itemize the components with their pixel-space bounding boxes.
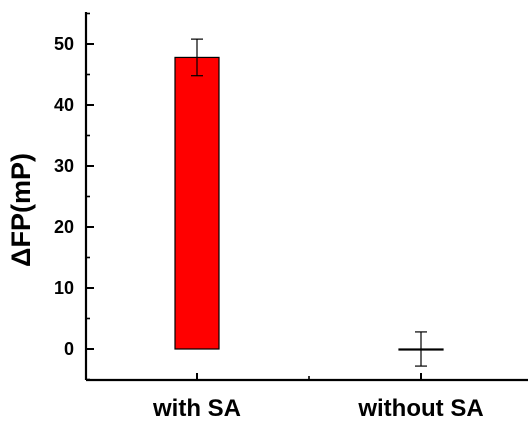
y-axis-title: ΔFP(mP) [6, 153, 36, 267]
y-tick-label: 20 [54, 217, 74, 237]
y-axis-ticks: 0 10 20 30 40 50 [54, 12, 94, 381]
y-tick-label: 0 [64, 339, 74, 359]
bar-with-sa [174, 56, 220, 350]
x-tick-label: without SA [357, 395, 483, 421]
y-tick-label: 30 [54, 156, 74, 176]
y-tick-label: 40 [54, 95, 74, 115]
y-tick-label: 10 [54, 278, 74, 298]
y-tick-label: 50 [54, 34, 74, 54]
x-axis-ticks: with SA without SA [152, 373, 484, 421]
plot-area [174, 38, 444, 367]
x-tick-label: with SA [152, 395, 241, 421]
